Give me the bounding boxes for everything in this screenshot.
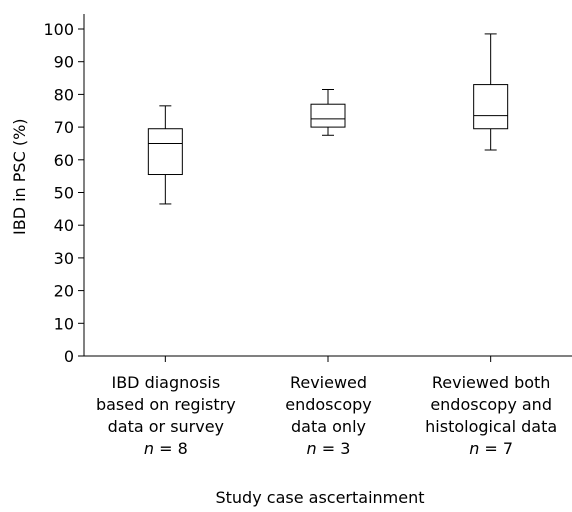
y-tick-label: 90 — [54, 53, 74, 72]
sample-size-label: n = 3 — [241, 438, 416, 460]
sample-size-value: = 3 — [316, 439, 351, 458]
y-tick-label: 100 — [43, 20, 74, 39]
iqr-box — [147, 128, 183, 176]
x-category-label-line: histological data — [425, 417, 558, 436]
x-category-label-line: IBD diagnosis — [111, 373, 221, 392]
y-tick-label: 30 — [54, 249, 74, 268]
x-category-label-line: Reviewed — [289, 373, 368, 392]
sample-size-value: = 8 — [154, 439, 188, 458]
y-tick-label: 40 — [54, 216, 74, 235]
axes — [83, 14, 572, 357]
y-tick-label: 10 — [54, 314, 74, 333]
y-tick-label: 20 — [54, 282, 74, 301]
x-category-label: IBD diagnosis based on registry data or su… — [78, 372, 253, 460]
x-category-label-line: based on registry — [95, 395, 236, 414]
iqr-box — [310, 103, 346, 128]
x-category-label: Reviewed endoscopy data only n = 3 — [241, 372, 416, 460]
y-tick-label: 50 — [54, 184, 74, 203]
y-axis-ticks: 0 10 20 30 40 50 60 70 80 90 100 — [43, 20, 492, 366]
x-category-label-line: data only — [291, 417, 366, 436]
x-category-label-line: Reviewed both — [431, 373, 551, 392]
boxes — [147, 33, 509, 205]
sample-size-label: n = 7 — [404, 438, 572, 460]
iqr-box — [473, 84, 509, 130]
y-tick-label: 60 — [54, 151, 74, 170]
x-category-label-line: endoscopy and — [430, 395, 552, 414]
sample-size-symbol: n — [469, 439, 480, 458]
box-3 — [473, 33, 509, 151]
y-tick-label: 0 — [64, 347, 74, 366]
y-tick-label: 70 — [54, 118, 74, 137]
sample-size-symbol: n — [143, 439, 155, 458]
sample-size-symbol: n — [306, 439, 317, 458]
x-axis-title: Study case ascertainment — [215, 488, 425, 507]
x-category-label-line: data or survey — [107, 417, 225, 436]
box-1 — [147, 105, 183, 205]
y-axis-title: IBD in PSC (%) — [10, 118, 29, 235]
sample-size-label: n = 8 — [78, 438, 253, 460]
x-category-label: Reviewed both endoscopy and histological d… — [404, 372, 572, 460]
box-2 — [310, 88, 346, 136]
y-tick-label: 80 — [54, 85, 74, 104]
x-category-label-line: endoscopy — [285, 395, 372, 414]
sample-size-value: = 7 — [479, 439, 514, 458]
